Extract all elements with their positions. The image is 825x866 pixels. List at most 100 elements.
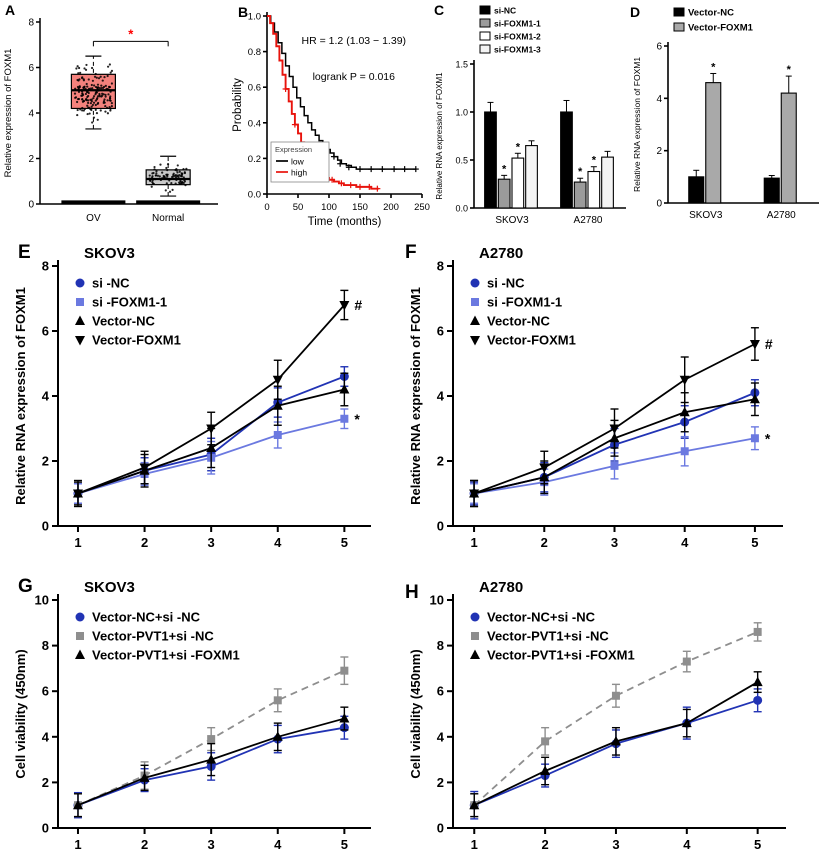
svg-text:SKOV3: SKOV3: [689, 210, 723, 221]
svg-text:0.8: 0.8: [248, 47, 261, 58]
svg-text:250: 250: [414, 202, 430, 213]
svg-text:50: 50: [293, 202, 304, 213]
svg-text:2: 2: [42, 775, 49, 790]
svg-text:2: 2: [42, 454, 49, 469]
svg-text:0: 0: [28, 200, 34, 211]
svg-text:6: 6: [437, 324, 444, 339]
panel-e-line-chart-skov3: 0 2 4 6 8 1 2 3 4 5 Relative RNA expression of FOX…: [13, 245, 371, 550]
svg-text:4: 4: [683, 837, 691, 852]
svg-text:2: 2: [141, 837, 148, 852]
svg-text:8: 8: [437, 259, 444, 274]
svg-text:4: 4: [437, 729, 445, 744]
svg-text:4: 4: [274, 837, 282, 852]
svg-text:si -FOXM1-1: si -FOXM1-1: [487, 295, 562, 310]
svg-text:si -NC: si -NC: [487, 276, 525, 291]
svg-text:Cell viability (450nm): Cell viability (450nm): [13, 649, 28, 778]
svg-text:low: low: [291, 157, 305, 167]
panel-label-e: E: [18, 242, 31, 263]
panel-label-f: F: [405, 242, 417, 263]
svg-text:Vector-FOXM1: Vector-FOXM1: [688, 23, 754, 34]
svg-text:3: 3: [208, 837, 215, 852]
panel-label-g: G: [18, 576, 33, 597]
svg-text:0.5: 0.5: [455, 156, 468, 166]
svg-text:2: 2: [437, 454, 444, 469]
svg-text:10: 10: [430, 593, 444, 608]
svg-text:0.2: 0.2: [248, 154, 261, 165]
svg-text:8: 8: [42, 638, 49, 653]
svg-text:3: 3: [611, 535, 618, 550]
svg-text:1: 1: [470, 535, 477, 550]
panel-f-line-chart-a2780: 0 2 4 6 8 1 2 3 4 5 Relative RNA expression of FOX…: [408, 245, 783, 550]
svg-text:Vector-NC: Vector-NC: [688, 8, 734, 19]
svg-text:A2780: A2780: [767, 210, 796, 221]
svg-text:Vector-NC: Vector-NC: [92, 314, 155, 329]
svg-text:6: 6: [656, 42, 662, 53]
svg-text:1: 1: [74, 837, 81, 852]
svg-text:si -FOXM1-1: si -FOXM1-1: [92, 295, 167, 310]
svg-text:Vector-PVT1+si -FOXM1: Vector-PVT1+si -FOXM1: [487, 648, 635, 663]
svg-text:0: 0: [656, 199, 662, 210]
svg-text:SKOV3: SKOV3: [495, 215, 529, 226]
panel-a: A 0 2 4 6 8 OV Normal * Relative expression of F…: [0, 2, 230, 234]
svg-text:150: 150: [352, 202, 368, 213]
panel-d-bar-chart-vector: 0 2 4 6 * SKOV3 * A2780 Vector-NC Vector-FOXM1 Rel…: [632, 7, 819, 221]
svg-text:Relative RNA expression of FOX: Relative RNA expression of FOXM1: [13, 287, 28, 505]
svg-text:Vector-FOXM1: Vector-FOXM1: [92, 333, 181, 348]
svg-text:*: *: [128, 26, 134, 41]
panel-label-a: A: [5, 2, 16, 18]
svg-text:5: 5: [751, 535, 758, 550]
svg-text:Vector-NC: Vector-NC: [487, 314, 550, 329]
svg-text:Vector-PVT1+si -NC: Vector-PVT1+si -NC: [92, 629, 214, 644]
panel-c: C 0.0 0.5 1.0 1.5 * * SKOV3 * * A2780 si-NC si-FOXM…: [432, 0, 630, 234]
svg-text:*: *: [765, 430, 771, 446]
svg-text:si -NC: si -NC: [92, 276, 130, 291]
svg-text:6: 6: [42, 324, 49, 339]
svg-text:0: 0: [437, 821, 444, 836]
svg-text:5: 5: [341, 837, 348, 852]
svg-text:0: 0: [264, 202, 269, 213]
panel-a-boxplot-foxm1-expression: 0 2 4 6 8 OV Normal * Relative expression of FOX…: [3, 18, 218, 224]
svg-text:Time (months): Time (months): [308, 216, 382, 228]
svg-text:0: 0: [437, 519, 444, 534]
svg-text:Relative RNA expression of FOX: Relative RNA expression of FOXM1: [408, 287, 423, 505]
svg-text:Relative RNA expression of FOX: Relative RNA expression of FOXM1: [435, 72, 444, 200]
svg-text:0: 0: [42, 821, 49, 836]
svg-text:1: 1: [74, 535, 81, 550]
svg-text:0.0: 0.0: [248, 190, 261, 201]
svg-text:3: 3: [208, 535, 215, 550]
svg-text:Vector-NC+si -NC: Vector-NC+si -NC: [487, 610, 596, 625]
panel-f: F 0 2 4 6 8 1 2 3 4 5 Relative RNA expression of F…: [405, 240, 820, 566]
svg-text:200: 200: [383, 202, 399, 213]
svg-text:si-FOXM1-2: si-FOXM1-2: [494, 32, 541, 42]
svg-text:0.6: 0.6: [248, 83, 261, 94]
svg-text:SKOV3: SKOV3: [84, 579, 135, 596]
svg-text:2: 2: [141, 535, 148, 550]
panel-d: D 0 2 4 6 * SKOV3 * A2780 Vector-NC Vector-FOXM1 R…: [630, 0, 825, 230]
svg-text:A2780: A2780: [479, 245, 523, 262]
svg-text:0: 0: [42, 519, 49, 534]
svg-text:Expression: Expression: [275, 145, 312, 154]
svg-text:high: high: [291, 168, 307, 178]
svg-text:Relative RNA expression of FOX: Relative RNA expression of FOXM1: [632, 57, 642, 192]
svg-text:4: 4: [28, 109, 34, 120]
svg-text:4: 4: [656, 94, 662, 105]
svg-text:A2780: A2780: [574, 215, 603, 226]
panel-e: E 0 2 4 6 8 1 2 3 4 5 Relative RNA expression of F…: [10, 240, 405, 566]
svg-text:si-FOXM1-1: si-FOXM1-1: [494, 19, 541, 29]
svg-text:8: 8: [42, 259, 49, 274]
svg-text:Cell viability (450nm): Cell viability (450nm): [408, 649, 423, 778]
svg-text:#: #: [765, 336, 773, 352]
svg-text:Vector-PVT1+si -FOXM1: Vector-PVT1+si -FOXM1: [92, 648, 240, 663]
svg-text:6: 6: [42, 684, 49, 699]
svg-text:Relative expression of FOXM1: Relative expression of FOXM1: [3, 49, 14, 178]
panel-h: H 0 2 4 6 8 10 1 2 3 4 5 Cell viability (450nm) A278…: [405, 574, 823, 866]
svg-text:2: 2: [541, 837, 548, 852]
svg-text:0.4: 0.4: [248, 118, 261, 129]
svg-text:100: 100: [321, 202, 337, 213]
svg-text:1.0: 1.0: [455, 108, 468, 118]
svg-text:*: *: [592, 155, 597, 167]
svg-text:#: #: [354, 297, 362, 313]
